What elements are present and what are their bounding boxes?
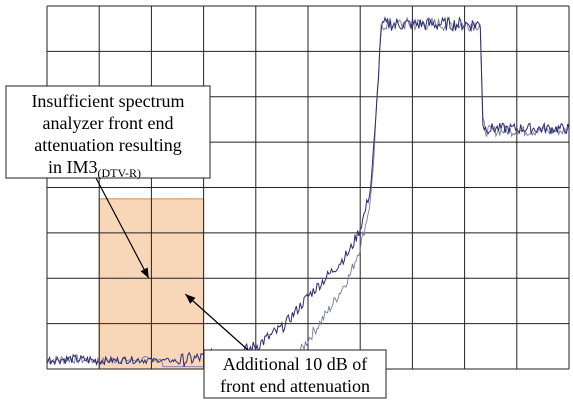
annotation-box-atten	[203, 349, 387, 399]
annotation-atten-line-2: front end attenuation	[220, 376, 370, 396]
arrowhead-atten	[185, 294, 196, 304]
arrow-im3	[95, 177, 150, 279]
annotation-im3-im3: in IM3	[48, 157, 98, 177]
grid	[46, 5, 570, 370]
annotation-im3-line-1: Insufficient spectrum	[31, 91, 184, 111]
annotation-box-im3	[5, 85, 211, 179]
annotation-im3-line-4: in IM3(DTV-R)	[48, 157, 141, 180]
annotation-atten-line-1: Additional 10 dB of	[223, 354, 368, 374]
annotation-im3: Insufficient spectrum analyzer front end…	[5, 85, 211, 279]
annotation-atten: Additional 10 dB of front end attenuatio…	[184, 293, 387, 399]
annotation-im3-subscript: (DTV-R)	[98, 166, 142, 180]
arrowhead-im3	[140, 267, 149, 279]
annotation-im3-line-2: analyzer front end	[43, 113, 174, 133]
annotation-im3-line-3: attenuation resulting	[34, 135, 181, 155]
arrow-atten	[184, 293, 249, 351]
traces	[46, 16, 570, 368]
trace-main	[46, 16, 570, 367]
